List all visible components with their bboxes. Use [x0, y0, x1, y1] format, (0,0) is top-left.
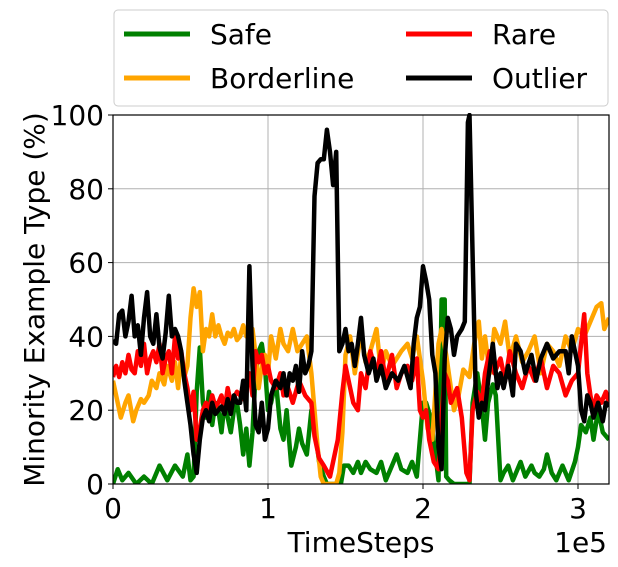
y-tick-label: 80 — [68, 173, 104, 206]
legend-frame — [113, 9, 609, 107]
x-tick-label: 0 — [104, 492, 122, 525]
x-tick-label: 1 — [259, 492, 277, 525]
x-tick-label: 2 — [414, 492, 432, 525]
series-line-outlier — [113, 113, 609, 476]
y-tick-label: 0 — [86, 468, 104, 501]
legend-label-borderline: Borderline — [210, 62, 354, 95]
legend-label-outlier: Outlier — [492, 62, 588, 95]
y-tick-label: 40 — [68, 320, 104, 353]
grid — [112, 114, 609, 485]
y-axis-label: Minority Example Type (%) — [18, 112, 51, 487]
legend-label-safe: Safe — [210, 18, 272, 51]
y-tick-label: 100 — [51, 99, 104, 132]
plot-frame — [112, 114, 610, 485]
legend-label-rare: Rare — [492, 18, 556, 51]
y-tick-label: 20 — [68, 394, 104, 427]
series-layer — [113, 113, 609, 484]
x-axis-offset-label: 1e5 — [554, 526, 607, 559]
x-tick-label: 3 — [569, 492, 587, 525]
ticks: 0 1 2 3 0 20 40 60 80 100 — [51, 99, 587, 525]
legend: Safe Borderline Rare Outlier — [113, 9, 609, 107]
y-tick-label: 60 — [68, 247, 104, 280]
x-axis-label: TimeSteps — [287, 526, 435, 559]
